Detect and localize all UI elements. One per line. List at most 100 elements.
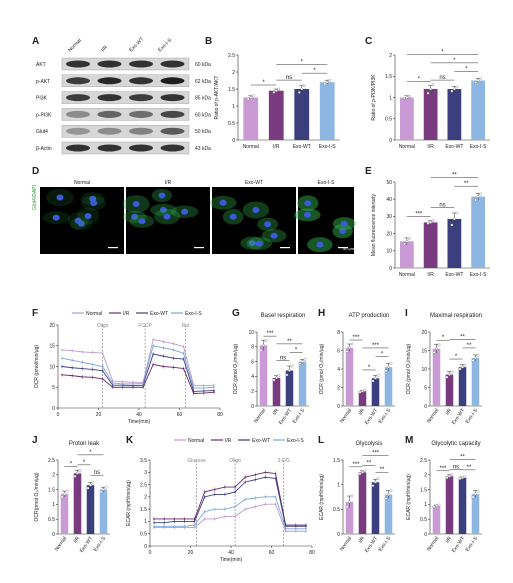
k-series-3-pt-11 [264, 496, 267, 498]
f-marker-label-0: Oligo [97, 323, 109, 329]
l-sig-label-1: ** [367, 460, 372, 466]
h-ytick-label-2: 4 [337, 367, 340, 373]
l-sig-label-0: *** [352, 462, 360, 468]
j-ytick-label-0: 0 [52, 532, 55, 538]
cell-nucleus-1-3 [138, 218, 146, 225]
f-series-1-pt-11 [172, 366, 175, 369]
k-series-3-pt-5 [203, 510, 206, 513]
b-pt-0-0 [246, 97, 250, 101]
c-bar-0 [399, 97, 414, 140]
h-pt-0-2 [350, 342, 354, 346]
chart-j: 0 0.5 1 1.5 2 2.5 OCR(pmol O₂/min/μg) Proton le… [34, 441, 110, 554]
h-sig-label-3: *** [372, 343, 380, 349]
g-sig-label-0: *** [266, 331, 274, 337]
b-xtick-3: Exo-I-S [319, 144, 336, 150]
b-sig-label-2: * [313, 68, 316, 74]
b-pt-1-0 [272, 91, 276, 94]
j-xtick-2: Exo-WT [79, 536, 94, 554]
f-series-3-pt-4 [101, 365, 104, 368]
g-bar-1 [272, 377, 281, 406]
blot-col-exois: Exo-I-S [157, 37, 174, 54]
k-series-1-pt-11 [264, 471, 267, 474]
j-ytick-label-2: 1 [52, 502, 55, 508]
f-series-0-pt-10 [162, 340, 165, 343]
f-marker-label-1: FCCP [138, 323, 152, 329]
k-series-0-pt-6 [214, 518, 216, 520]
panel-label-f: F [32, 308, 38, 319]
blot-band-5-2 [129, 144, 153, 152]
k-ytick-label-5: 2.5 [140, 482, 147, 488]
l-ytick-label-0: 0 [337, 532, 340, 538]
m-xtick-0: Normal [426, 536, 440, 553]
j-pt-1-1 [76, 471, 79, 475]
f-marker-label-2: Rot [182, 323, 190, 329]
e-ylabel: Mean fluorescence intensity [371, 194, 377, 256]
blot-strip-1 [61, 74, 190, 88]
k-series-0-pt-11 [264, 503, 267, 506]
j-sig-label-1: * [83, 460, 86, 466]
f-series-0-pt-12 [182, 345, 185, 348]
e-xtick-0: Normal [399, 272, 415, 278]
k-series-2-pt-14 [295, 525, 297, 528]
f-series-2-pt-4 [101, 369, 104, 372]
micro-title-exowt: Exo-WT [245, 180, 263, 186]
f-series-1-pt-8 [142, 386, 144, 389]
i-xtick-3: Exo-I-S [465, 407, 480, 425]
h-bar-2 [371, 378, 380, 406]
h-sig-label-1: * [368, 365, 371, 371]
j-xtick-1: I/R [73, 535, 82, 544]
k-xtick-label-1: 20 [188, 550, 194, 556]
cell-nucleus-1-0 [131, 213, 139, 220]
e-ytick-label-0: 0 [389, 266, 392, 272]
blot-band-2-0 [66, 94, 90, 102]
cell-nucleus-1-4 [159, 206, 167, 213]
k-series-0-pt-14 [295, 530, 297, 533]
g-bar-3 [298, 361, 307, 406]
e-pt-1-1 [429, 221, 432, 224]
chart-h: 0 2 4 6 8 OCR (pmol O₂/min/μg) ATP production N… [319, 313, 395, 426]
k-series-0-pt-7 [224, 515, 226, 518]
e-pt-0-0 [403, 242, 406, 246]
k-series-2-pt-3 [183, 520, 186, 523]
panel-label-h: H [318, 308, 325, 319]
e-pt-0-2 [408, 237, 411, 241]
blot-col-normal: Normal [67, 38, 83, 54]
panel-label-g: G [232, 308, 240, 319]
e-ytick-label-2: 20 [386, 231, 392, 237]
k-xlabel: Time(min) [220, 557, 243, 563]
l-xtick-1: I/R [358, 535, 367, 544]
blot-band-2-3 [160, 94, 185, 102]
k-series-2-pt-4 [193, 520, 196, 523]
h-pt-1-1 [361, 389, 364, 393]
b-ytick-label-5: 2.5 [228, 53, 235, 59]
k-ylabel: ECAR (mpH/min/μg) [126, 480, 132, 526]
m-pt-0-2 [437, 503, 441, 507]
i-sig-label-1: * [455, 354, 458, 360]
k-series-1-pt-1 [163, 518, 165, 520]
blot-protein-2: PI3K [36, 96, 48, 102]
chart-m: 0 0.5 1 1.5 2 2.5 ECAR (mpH/min/μg) Glycolytic … [406, 441, 482, 554]
j-bar-1 [73, 473, 82, 534]
h-ytick-label-4: 8 [337, 330, 340, 336]
m-ylabel: ECAR (mpH/min/μg) [406, 474, 412, 520]
blot-band-0-3 [160, 60, 185, 68]
k-ytick-label-4: 2 [144, 495, 147, 501]
k-series-2-pt-7 [224, 493, 226, 496]
b-pt-3-1 [325, 80, 329, 84]
blot-band-2-2 [129, 94, 153, 102]
cell-nucleus-0-6 [52, 214, 60, 221]
h-pt-3-1 [387, 365, 390, 369]
g-xtick-3: Exo-I-S [292, 407, 307, 425]
g-pt-3-1 [301, 360, 304, 363]
k-ytick-label-0: 0 [144, 544, 147, 550]
m-pt-0-1 [435, 504, 438, 508]
cell-nucleus-2-2 [248, 240, 256, 247]
f-xtick-label-4: 80 [217, 412, 223, 418]
legend-k-label-4: Exo-I-S [287, 438, 304, 444]
c-xtick-3: Exo-I-S [470, 144, 487, 150]
j-sig-label-0: * [70, 461, 73, 467]
l-bar-2 [371, 482, 380, 534]
scale-bar-1 [194, 247, 204, 249]
